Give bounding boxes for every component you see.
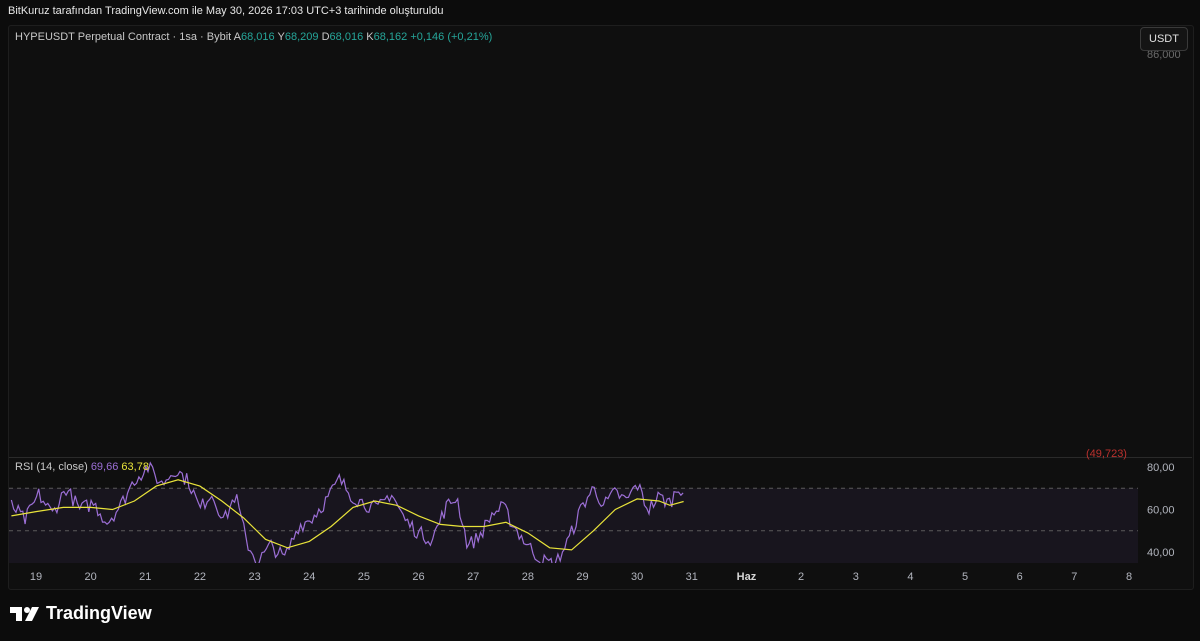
- time-tick-label: 8: [1126, 571, 1132, 583]
- time-tick-label: 4: [907, 571, 913, 583]
- tradingview-logo[interactable]: TradingView: [10, 603, 152, 624]
- rsi-value: 69,66: [90, 461, 119, 473]
- rsi-tick-label: 80,00: [1147, 462, 1175, 474]
- symbol-title[interactable]: HYPEUSDT Perpetual Contract · 1sa · Bybi…: [15, 31, 232, 43]
- time-tick-label: 19: [30, 571, 42, 583]
- low-value: 68,016: [329, 31, 364, 43]
- time-tick-label: 5: [962, 571, 968, 583]
- time-tick-label: 3: [853, 571, 859, 583]
- time-tick-label: 30: [631, 571, 643, 583]
- time-tick-label: 21: [139, 571, 151, 583]
- high-value: 68,209: [284, 31, 319, 43]
- time-tick-label: 27: [467, 571, 479, 583]
- time-tick-label: 23: [248, 571, 260, 583]
- close-label: K: [366, 31, 374, 43]
- close-value: 68,162: [373, 31, 408, 43]
- time-tick-label: 6: [1017, 571, 1023, 583]
- rsi-pane: [9, 461, 1138, 563]
- change-value: +0,146 (+0,21%): [410, 31, 493, 43]
- brand-name: TradingView: [46, 603, 152, 623]
- time-tick-label: 22: [194, 571, 206, 583]
- lowest-level-label: (49,723): [1086, 448, 1127, 460]
- symbol-legend: HYPEUSDT Perpetual Contract · 1sa · Bybi…: [15, 31, 492, 43]
- time-tick-label: 31: [686, 571, 698, 583]
- rsi-title[interactable]: RSI (14, close): [15, 461, 88, 473]
- time-tick-label: 29: [576, 571, 588, 583]
- rsi-tick-label: 40,00: [1147, 547, 1175, 559]
- rsi-tick-label: 60,00: [1147, 505, 1175, 517]
- time-tick-label: Haz: [737, 571, 757, 583]
- currency-button[interactable]: USDT: [1140, 27, 1188, 51]
- chart-caption: BitKuruz tarafından TradingView.com ile …: [8, 5, 444, 17]
- time-tick-label: 24: [303, 571, 315, 583]
- high-label: Y: [277, 31, 285, 43]
- time-tick-label: 2: [798, 571, 804, 583]
- rsi-ma-value: 63,78: [121, 461, 149, 473]
- price-tick-label: 86,000: [1147, 49, 1181, 61]
- open-label: A: [233, 31, 242, 43]
- rsi-legend: RSI (14, close) 69,66 63,78: [15, 461, 149, 473]
- low-label: D: [321, 31, 330, 43]
- open-value: 68,016: [241, 31, 275, 43]
- chart-frame[interactable]: [8, 25, 1194, 590]
- time-tick-label: 26: [412, 571, 424, 583]
- tradingview-logo-icon: [10, 606, 39, 621]
- time-tick-label: 20: [85, 571, 97, 583]
- rsi-line: [10, 461, 684, 563]
- time-tick-label: 25: [358, 571, 370, 583]
- time-tick-label: 28: [522, 571, 534, 583]
- time-tick-label: 7: [1071, 571, 1077, 583]
- rsi-ma-line: [11, 479, 684, 551]
